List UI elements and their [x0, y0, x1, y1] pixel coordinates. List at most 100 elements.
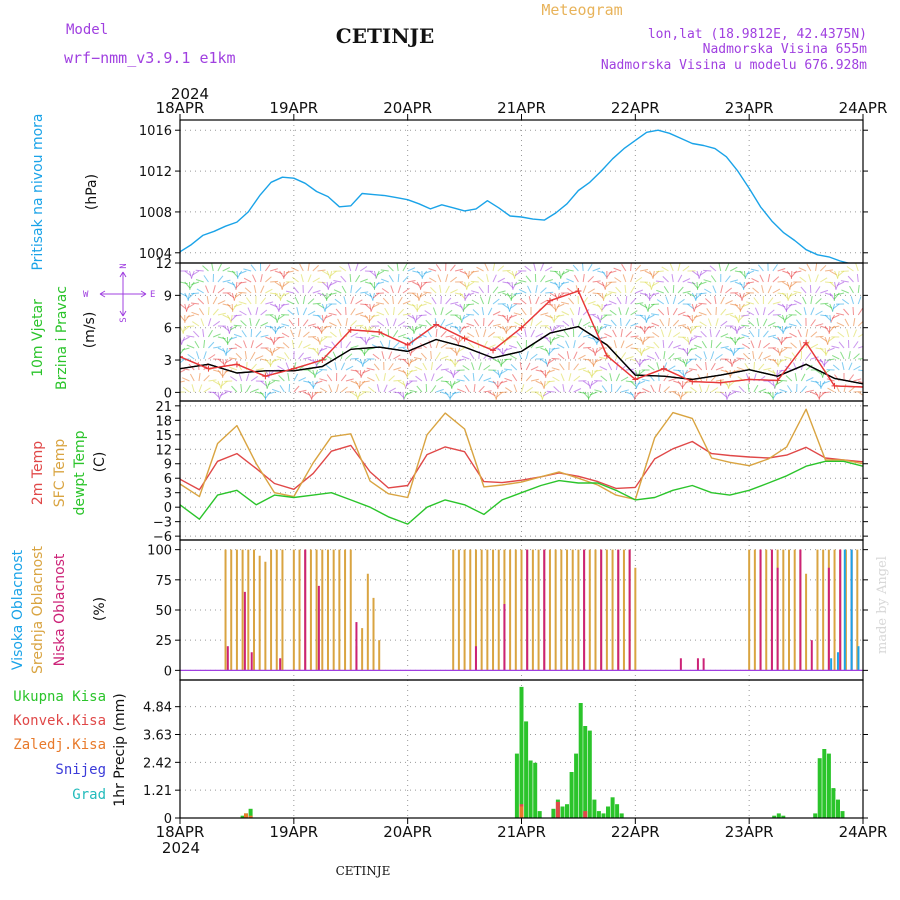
wind-arrow [317, 347, 323, 356]
wind-arrow [497, 314, 506, 317]
wind-arrow [252, 274, 257, 283]
wind-arrow [418, 324, 427, 327]
wind-arrow [589, 391, 598, 396]
wind-arrow [734, 336, 741, 344]
compass-s: S [119, 317, 129, 322]
wind-arrow [730, 303, 739, 306]
wind-arrow [328, 384, 333, 393]
wind-arrow [858, 345, 863, 349]
wind-arrow [186, 344, 195, 349]
wind-arrow [414, 325, 423, 331]
y-tick-label: 1008 [139, 206, 172, 221]
wind-arrow [321, 281, 329, 288]
wind-arrow [334, 362, 338, 371]
wind-arrow [762, 307, 766, 316]
wind-arrow [836, 322, 845, 327]
wind-arrow [625, 356, 634, 360]
wind-arrow [540, 299, 548, 305]
wind-arrow [402, 300, 411, 305]
wind-arrow [823, 358, 826, 368]
wind-arrow [222, 347, 227, 356]
y-tick-label: 25 [155, 634, 172, 649]
wind-arrow [644, 292, 651, 300]
wind-arrow [497, 347, 504, 355]
precip_total-bar [772, 815, 777, 818]
wind-arrow [746, 310, 755, 316]
panel-precip [240, 686, 845, 818]
wind-arrow [786, 270, 793, 278]
wind-arrow [274, 314, 278, 323]
wind-arrow [393, 379, 402, 382]
wind-arrow [398, 333, 406, 338]
wind-arrow [182, 325, 186, 334]
wind-arrow [742, 343, 750, 349]
wind-arrow [376, 302, 385, 305]
wind-arrow [554, 270, 561, 277]
wind-arrow [288, 383, 291, 393]
wind-arrow [416, 281, 422, 290]
wind-arrow [777, 280, 786, 283]
wind-arrow [583, 358, 592, 361]
wind-arrow [181, 377, 190, 382]
wind-arrow [333, 280, 342, 283]
wind-arrow [544, 325, 553, 331]
y-tick-label: 3 [164, 354, 172, 369]
wind-arrow [630, 347, 639, 350]
wind-arrow [815, 263, 818, 272]
wind-arrow [422, 362, 428, 371]
wind-arrow [642, 347, 650, 352]
wind-arrow [355, 263, 359, 272]
legend-frozen: Zaledj.Kisa [13, 737, 106, 753]
wind-arrow [829, 281, 837, 288]
wind-arrow [653, 341, 660, 349]
wind-arrow [224, 358, 233, 364]
wind-arrow [620, 376, 629, 382]
wind-arrow [741, 303, 750, 308]
wind-arrow [793, 300, 802, 305]
wind-arrow [213, 346, 222, 349]
y-tick-label: 0 [164, 812, 172, 827]
wind-arrow [756, 318, 760, 327]
y-tick-label: 100 [147, 544, 172, 559]
wind-arrow [810, 296, 813, 305]
wind-arrow [350, 391, 358, 398]
wind-arrow [543, 380, 546, 389]
wind-arrow [565, 340, 570, 349]
wind-arrow [469, 351, 475, 360]
wind-arrow [582, 391, 589, 399]
wind-arrow [244, 287, 252, 294]
wind-arrow [244, 351, 247, 360]
wind-arrow [772, 288, 781, 294]
wind-arrow [637, 380, 646, 385]
wind-arrow [302, 307, 308, 316]
wind-arrow [846, 329, 850, 338]
wind-arrow [324, 314, 332, 319]
wind-arrow [635, 276, 643, 283]
wind-arrow [508, 325, 517, 328]
wind-arrow [836, 312, 845, 316]
wind-arrow [540, 287, 547, 294]
wind-arrow [573, 340, 576, 349]
wind-arrow [410, 347, 418, 354]
wind-arrow [513, 292, 522, 295]
wind-arrow [693, 335, 702, 338]
wind-arrow [445, 391, 451, 399]
wind-arrow [397, 391, 405, 399]
wind-arrow [516, 341, 522, 349]
wind-arrow [466, 303, 475, 306]
wind-arrow [428, 268, 437, 272]
wind-arrow [598, 356, 607, 360]
wind-arrow [746, 301, 755, 305]
wind-arrow [634, 264, 642, 272]
wind-arrow [415, 314, 418, 323]
wind-arrow [452, 369, 456, 378]
wind-arrow [284, 352, 290, 360]
wind-arrow [605, 281, 612, 288]
wind-arrow [561, 311, 570, 316]
wind-arrow [549, 270, 558, 273]
wind-arrow [677, 263, 681, 272]
wind-arrow [639, 336, 644, 345]
wind-arrow [568, 373, 572, 382]
wind-arrow [189, 281, 195, 289]
y-tick-label: 0 [164, 501, 172, 516]
